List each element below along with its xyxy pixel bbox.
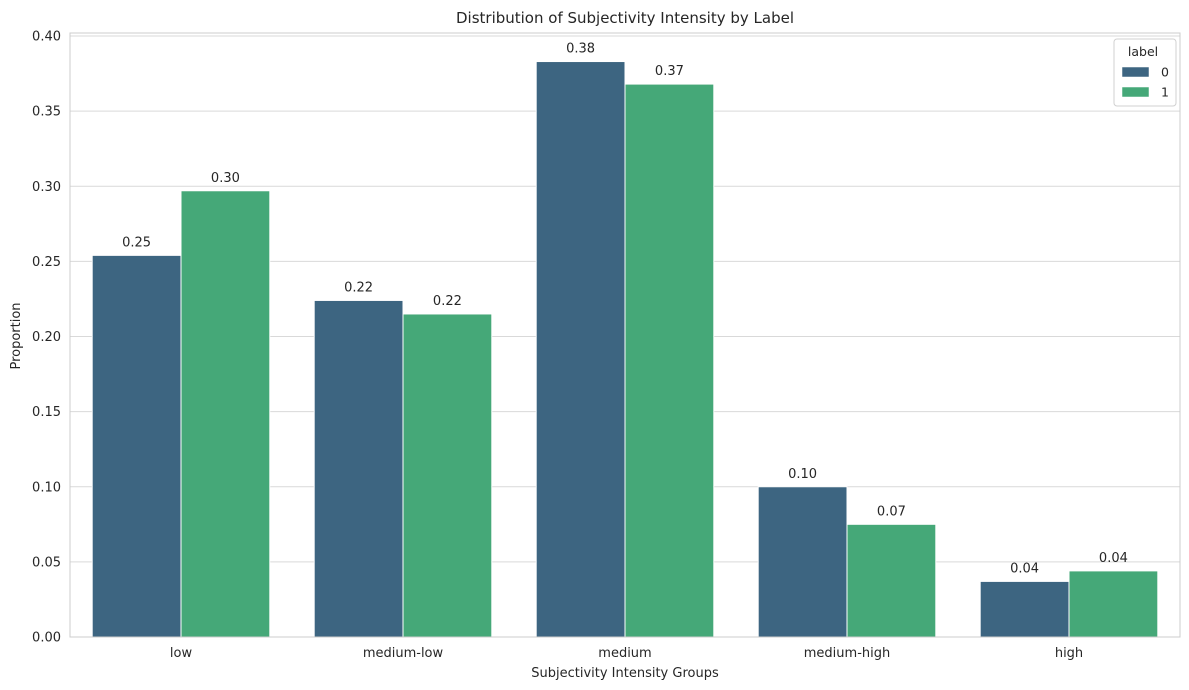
y-tick-label: 0.00: [32, 631, 61, 646]
bar-value-label: 0.22: [344, 280, 373, 295]
x-axis-ticks: low medium-low medium medium-high high: [170, 646, 1083, 661]
x-tick-label: high: [1055, 646, 1083, 661]
bar-value-label: 0.07: [877, 504, 906, 519]
bar-high-label-1: [1068, 570, 1159, 638]
bar-medium-label-1: [624, 83, 715, 638]
legend-swatch: [1121, 86, 1150, 98]
bar-low-label-0: [91, 254, 182, 638]
x-axis-label: Subjectivity Intensity Groups: [531, 666, 719, 681]
x-tick-label: medium-high: [804, 646, 890, 661]
x-tick-label: medium: [598, 646, 651, 661]
y-tick-label: 0.15: [32, 405, 61, 420]
x-tick-label: medium-low: [363, 646, 444, 661]
bar-medium-low-label-0: [313, 299, 404, 638]
bar-value-labels: 0.25 0.30 0.22 0.22 0.38 0.37 0.10 0.07 0.04 0.04: [122, 42, 1128, 577]
y-tick-label: 0.10: [32, 480, 61, 495]
legend-items: 01: [1121, 65, 1169, 100]
bar-value-label: 0.25: [122, 235, 151, 250]
y-tick-label: 0.05: [32, 555, 61, 570]
bar-value-label: 0.38: [566, 42, 595, 57]
bar-low-label-1: [180, 190, 271, 638]
legend: label 01: [1113, 38, 1177, 107]
legend-title: label: [1128, 44, 1158, 59]
y-axis-label: Proportion: [9, 302, 24, 369]
y-tick-label: 0.30: [32, 180, 61, 195]
bar-value-label: 0.04: [1010, 561, 1039, 576]
y-tick-label: 0.40: [32, 30, 61, 45]
x-tick-label: low: [170, 646, 193, 661]
chart-title: Distribution of Subjectivity Intensity b…: [456, 9, 794, 27]
bar-high-label-0: [979, 580, 1070, 638]
legend-entry-label: 1: [1161, 85, 1169, 100]
y-tick-label: 0.20: [32, 330, 61, 345]
bar-medium-low-label-1: [402, 313, 493, 638]
y-tick-label: 0.25: [32, 255, 61, 270]
y-axis-ticks: 0.00 0.05 0.10 0.15 0.20 0.25 0.30 0.35 0.40: [32, 30, 61, 646]
plot-frame: [69, 32, 1181, 638]
bars: [91, 61, 1159, 638]
bar-value-label: 0.04: [1099, 551, 1128, 566]
bar-medium-high-label-1: [846, 523, 937, 638]
bar-value-label: 0.22: [433, 294, 462, 309]
bar-medium-label-0: [535, 61, 626, 638]
bar-value-label: 0.37: [655, 64, 684, 79]
y-tick-label: 0.35: [32, 105, 61, 120]
bar-value-label: 0.10: [788, 467, 817, 482]
bar-medium-high-label-0: [757, 486, 848, 638]
bar-value-label: 0.30: [211, 171, 240, 186]
legend-entry-label: 0: [1161, 65, 1169, 80]
legend-swatch: [1121, 66, 1150, 78]
